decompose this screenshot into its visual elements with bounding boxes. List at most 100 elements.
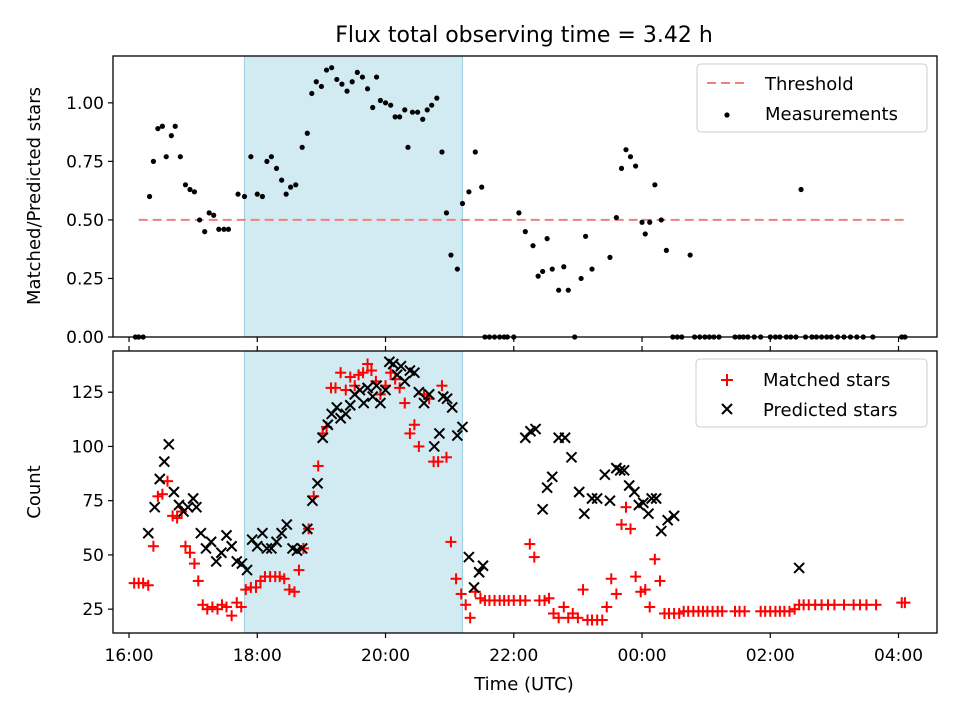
matched-stars-points [128,358,911,626]
measurement-point [339,81,345,87]
predicted-star-point [559,432,571,444]
matched-star-point [605,573,617,585]
figure-title: Flux total observing time = 3.42 h [335,23,713,48]
measurement-point [318,83,325,90]
matched-star-point [312,460,324,472]
predicted-star-point [541,481,553,494]
measurement-point [466,189,472,195]
predicted-star-point [604,494,616,507]
top-panel-shaded-interval [243,55,463,338]
predicted-star-point [311,477,324,490]
matched-star-point [610,588,622,600]
predicted-star-point [331,401,343,414]
matched-star-point [630,571,642,583]
measurement-point [582,233,589,239]
measurement-point [354,69,360,75]
matched-star-point [288,586,300,598]
measurement-point [472,149,478,155]
measurement-point [420,116,426,122]
matched-star-point [440,451,452,463]
measurement-point [377,97,383,104]
predicted-star-point [599,468,611,481]
predicted-star-point [275,527,288,539]
predicted-star-point [645,492,658,505]
matched-star-point [739,605,751,617]
measurement-point [556,287,562,293]
matched-star-point [188,558,200,570]
top-panel-frame [112,55,938,338]
bottom-panel-y-axis: 25 50 75 100 125 [72,383,113,620]
measurement-point [388,102,394,108]
predicted-star-point [190,501,203,513]
matched-star-point [137,577,149,589]
bottom-xtick-label: 18:00 [233,646,282,666]
measurement-point [349,79,355,85]
measurement-point [522,229,528,235]
predicted-star-point [205,536,217,548]
measurement-point [235,191,241,197]
measurement-point [578,275,584,282]
measurement-point [150,158,156,164]
bottom-panel: 25 50 75 100 125 16:00 18:00 20:00 22:00 00:00 02… [24,346,938,695]
top-legend-box [696,63,928,133]
measurement-point [530,243,536,249]
measurement-point [288,184,294,190]
measurement-point [323,67,330,73]
matched-star-point [283,584,295,596]
predicted-star-point [370,380,383,392]
top-ytick-label: 0.50 [66,211,104,231]
top-panel-ylabel: Matched/Predicted stars [24,87,45,305]
predicted-star-point [361,382,374,394]
matched-star-point [870,599,882,611]
predicted-star-point [614,464,626,477]
measurement-point [687,252,693,258]
matched-star-point [572,612,584,624]
predicted-star-point [578,507,591,520]
measurement-point [248,154,254,160]
measurement-point [168,133,174,139]
matched-star-point [543,592,555,604]
measurement-point [633,163,639,169]
bottom-xtick-label: 04:00 [874,646,923,666]
predicted-star-point [477,560,489,572]
top-panel: 0.00 0.25 0.50 0.75 1.00 Matched/Predicted s… [24,55,938,348]
matched-star-point [201,603,213,615]
measurement-point [221,226,227,232]
measurement-point [589,266,595,272]
measurement-point [439,149,445,155]
threshold-legend-label: Threshold [764,74,854,95]
matched-star-point [413,440,425,452]
measurement-point [429,102,435,108]
measurement-point [163,154,169,160]
predicted-star-point [374,397,387,409]
measurement-point [479,184,485,190]
measurement-point [283,191,289,197]
measurement-point [639,219,645,225]
predicted-star-point [306,494,319,507]
bottom-panel-ylabel: Count [24,465,45,518]
measurement-point [370,104,376,111]
measurement-point [259,193,266,200]
measurement-point [202,229,208,235]
matched-stars-legend-label: Matched stars [763,370,890,391]
matched-star-point [293,564,305,576]
predicted-star-point [473,566,485,578]
predicted-star-point [655,525,667,537]
measurement-point [264,158,270,164]
measurement-point [182,182,189,188]
matched-star-point [716,605,728,617]
measurement-point [329,65,335,71]
bottom-ytick-label: 100 [72,437,104,457]
measurement-point [448,252,454,258]
matched-star-point [654,575,666,587]
measurement-point [191,189,198,195]
measurement-point [443,210,450,216]
measurement-point [359,74,366,80]
predicted-star-point [256,527,269,539]
matched-star-point [362,358,374,370]
matched-star-point [577,584,589,596]
top-ytick-label: 1.00 [66,94,104,114]
matched-star-point [553,612,565,624]
predicted-star-point [154,473,166,485]
